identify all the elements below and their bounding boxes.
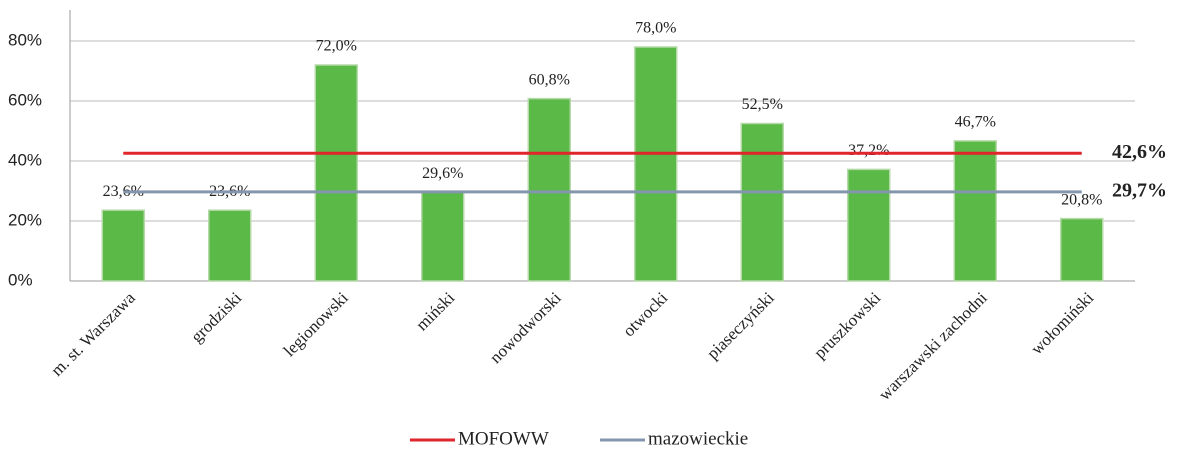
bar [208,209,252,282]
x-tick-label: wołomiński [1027,288,1097,358]
bar [421,191,465,282]
value-label: 46,7% [955,114,996,131]
y-tick-label: 0% [8,270,33,289]
y-tick-label: 20% [8,210,42,229]
y-tick-label: 60% [8,90,42,109]
value-label: 52,5% [742,96,783,113]
x-tick-label: piaseczyński [703,288,778,363]
value-label: 20,8% [1061,191,1102,208]
bar [314,64,358,282]
x-tick-label: miński [412,288,458,334]
x-tick-label: pruszkowski [810,288,884,362]
value-label: 29,6% [422,165,463,182]
x-tick-label: m. st. Warszawa [47,288,139,380]
value-label: 72,0% [316,38,357,55]
value-label: 60,8% [529,71,570,88]
x-tick-label: otwocki [619,288,671,340]
bar [953,140,997,282]
legend-label: MOFOWW [458,428,549,449]
x-tick-label: warszawski zachodni [875,288,991,404]
x-tick-label: legionowski [280,288,352,360]
value-label: 78,0% [635,20,676,37]
y-tick-label: 40% [8,150,42,169]
y-tick-label: 80% [8,30,42,49]
reference-label: 42,6% [1112,141,1167,163]
bar [1060,217,1104,282]
reference-label: 29,7% [1112,179,1167,201]
x-tick-label: grodziski [187,288,245,346]
x-tick-label: nowodworski [486,288,565,367]
bar [847,168,891,282]
legend-label: mazowieckie [648,428,748,449]
bar [634,46,678,282]
value-label: 37,2% [848,142,889,159]
bar [527,97,571,282]
bar [740,122,784,282]
bar [101,209,145,282]
